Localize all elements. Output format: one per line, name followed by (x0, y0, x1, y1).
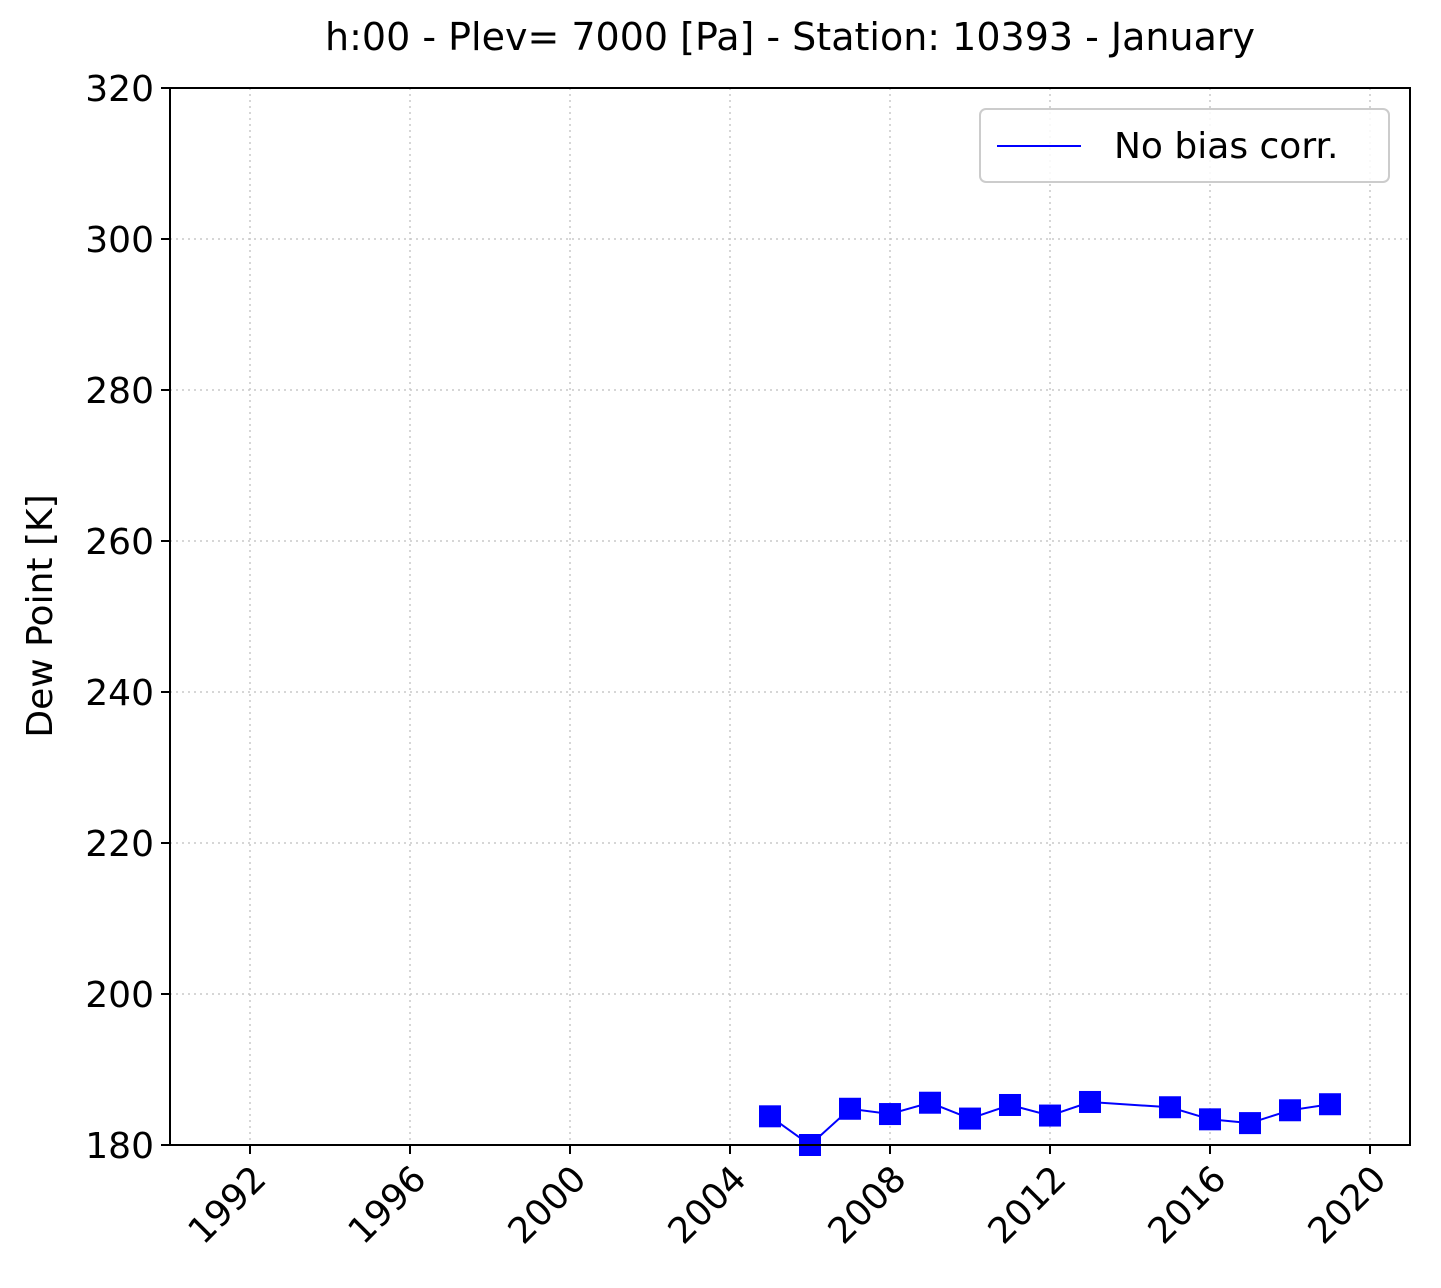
legend-label: No bias corr. (1114, 126, 1338, 167)
y-tick-label: 220 (85, 824, 154, 865)
y-axis-label: Dew Point [K] (20, 494, 61, 737)
data-point-marker (959, 1107, 981, 1130)
grid (170, 88, 1410, 1145)
y-tick-label: 200 (85, 975, 154, 1016)
data-point-marker (999, 1093, 1021, 1116)
data-point-marker (1319, 1093, 1341, 1116)
data-point-marker (1199, 1108, 1221, 1131)
series-layer (759, 1090, 1341, 1156)
data-point-marker (1239, 1112, 1261, 1135)
legend-box (979, 108, 1390, 183)
y-tick-label: 260 (85, 522, 154, 563)
data-point-marker (1039, 1104, 1061, 1127)
data-point-marker (1079, 1090, 1101, 1113)
data-point-marker (879, 1103, 901, 1126)
y-tick-label: 300 (85, 220, 154, 261)
data-point-marker (919, 1091, 941, 1114)
data-point-marker (1159, 1096, 1181, 1119)
y-tick-label: 280 (85, 371, 154, 412)
plot-area-frame (169, 87, 1411, 1146)
y-axis: 180 200 220 240 260 280 300 320 (85, 69, 170, 1167)
y-tick-label: 240 (85, 673, 154, 714)
data-point-marker (1279, 1099, 1301, 1122)
y-tick-label: 320 (85, 69, 154, 110)
legend: No bias corr. (979, 108, 1390, 183)
chart-title: h:00 - Plev= 7000 [Pa] - Station: 10393 … (325, 15, 1255, 59)
data-point-marker (839, 1097, 861, 1120)
y-tick-label: 180 (85, 1126, 154, 1167)
data-point-marker (759, 1105, 781, 1128)
